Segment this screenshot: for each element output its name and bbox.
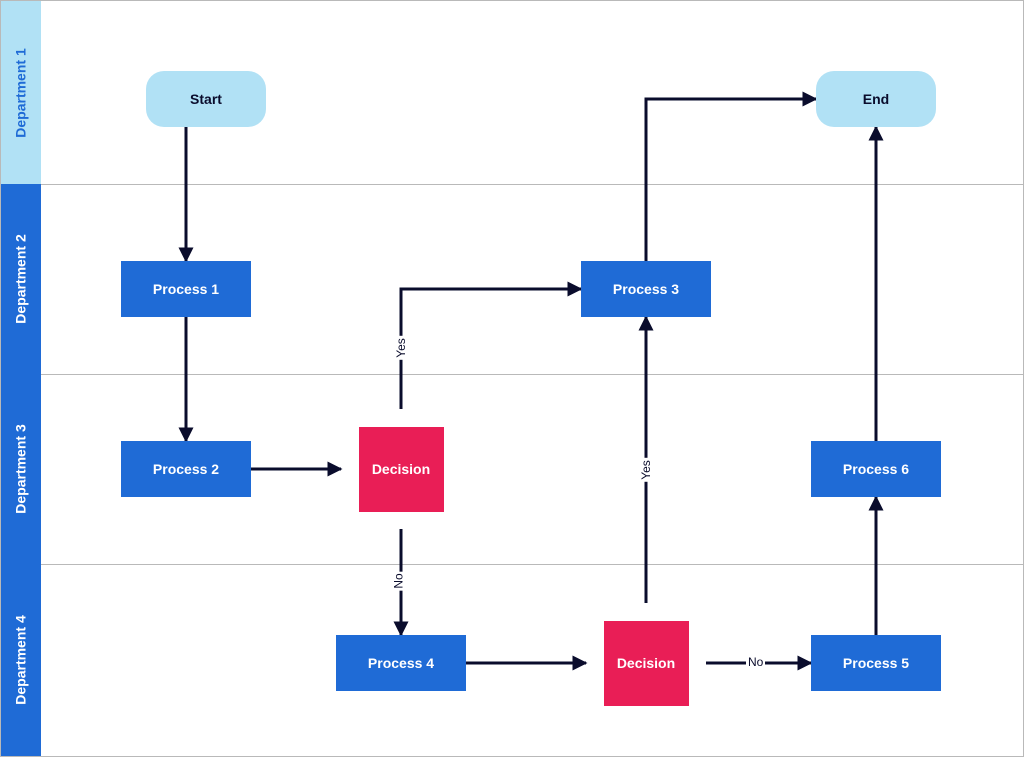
lane-label: Department 2 [13, 234, 29, 323]
lane-label: Department 1 [13, 48, 29, 137]
node-p6: Process 6 [811, 441, 941, 497]
node-start: Start [146, 71, 266, 127]
node-d2: Decision [604, 621, 689, 706]
edge-label-e7: Yes [640, 458, 652, 482]
lane-separator [41, 184, 1023, 185]
edge-e4 [401, 289, 581, 409]
node-end: End [816, 71, 936, 127]
node-label: Decision [372, 461, 430, 477]
lane-separator [41, 374, 1023, 375]
node-p5: Process 5 [811, 635, 941, 691]
node-p1: Process 1 [121, 261, 251, 317]
lane-header-lane4: Department 4 [1, 564, 41, 756]
lane-header-lane1: Department 1 [1, 1, 41, 184]
lane-header-lane3: Department 3 [1, 374, 41, 564]
node-p3: Process 3 [581, 261, 711, 317]
node-p2: Process 2 [121, 441, 251, 497]
node-d1: Decision [359, 427, 444, 512]
node-p4: Process 4 [336, 635, 466, 691]
swimlane-canvas: Department 1 Department 2 Department 3 Depa… [0, 0, 1024, 757]
edge-label-e5: No [393, 571, 405, 590]
node-label: Decision [617, 655, 675, 671]
edge-label-e4: Yes [395, 336, 407, 360]
lane-label: Department 3 [13, 424, 29, 513]
edge-label-e8: No [746, 656, 765, 668]
lane-label: Department 4 [13, 615, 29, 704]
lane-separator [41, 564, 1023, 565]
edge-e11 [646, 99, 816, 261]
lane-header-lane2: Department 2 [1, 184, 41, 374]
